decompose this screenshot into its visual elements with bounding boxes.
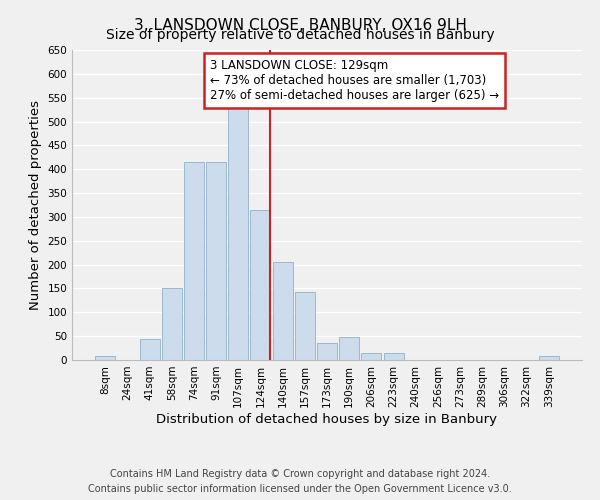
Bar <box>539 356 559 360</box>
Bar <box>95 356 115 360</box>
Bar <box>228 107 248 360</box>
Bar <box>317 344 337 360</box>
Text: Size of property relative to detached houses in Banbury: Size of property relative to detached ho… <box>106 28 494 42</box>
Bar <box>361 354 382 360</box>
Bar <box>140 339 160 360</box>
Y-axis label: Number of detached properties: Number of detached properties <box>29 100 42 310</box>
Bar <box>295 292 315 360</box>
Text: 3, LANSDOWN CLOSE, BANBURY, OX16 9LH: 3, LANSDOWN CLOSE, BANBURY, OX16 9LH <box>134 18 466 32</box>
Bar <box>250 210 271 360</box>
Bar <box>206 162 226 360</box>
Text: Contains HM Land Registry data © Crown copyright and database right 2024.
Contai: Contains HM Land Registry data © Crown c… <box>88 469 512 494</box>
Bar <box>339 336 359 360</box>
X-axis label: Distribution of detached houses by size in Banbury: Distribution of detached houses by size … <box>157 412 497 426</box>
Bar <box>162 288 182 360</box>
Bar <box>184 162 204 360</box>
Bar <box>383 354 404 360</box>
Bar <box>272 262 293 360</box>
Text: 3 LANSDOWN CLOSE: 129sqm
← 73% of detached houses are smaller (1,703)
27% of sem: 3 LANSDOWN CLOSE: 129sqm ← 73% of detach… <box>210 60 499 102</box>
